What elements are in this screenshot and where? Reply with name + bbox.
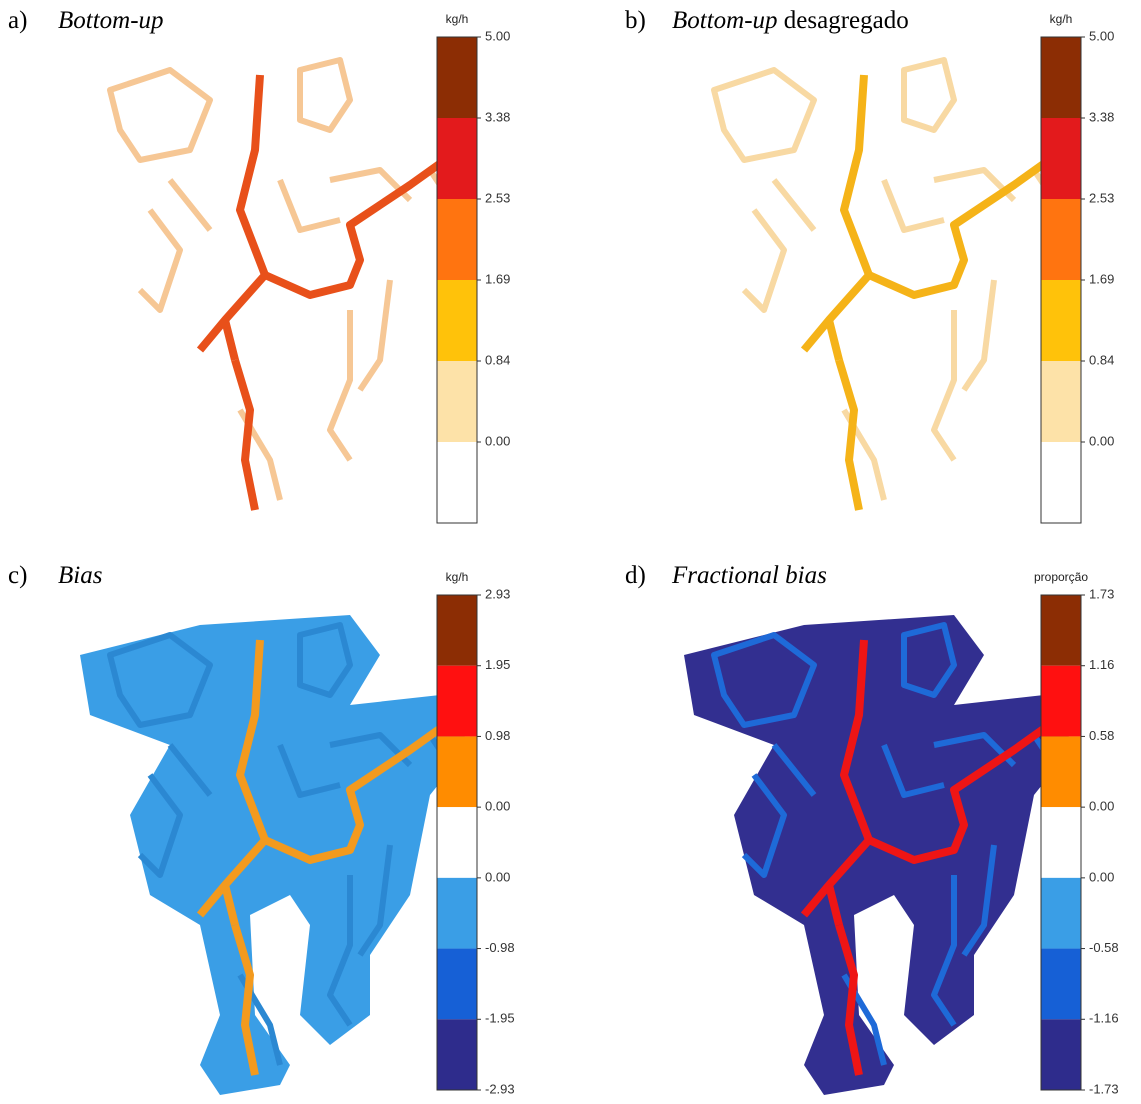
title-italic: Fractional bias <box>671 562 827 589</box>
colorbar-segment <box>437 948 477 1020</box>
panel-title: Bottom-up desagregado <box>672 7 909 34</box>
colorbar-segment <box>1041 361 1081 442</box>
colorbar-label: -1.73 <box>1089 1081 1119 1096</box>
colorbar-segment <box>437 37 477 118</box>
map-d <box>684 615 1074 1095</box>
colorbar-segment <box>437 199 477 280</box>
colorbar-frame <box>1040 594 1082 1091</box>
colorbar-segment <box>1041 199 1081 280</box>
colorbar-label: 1.69 <box>1089 271 1114 286</box>
colorbar-label: -0.58 <box>1089 940 1119 955</box>
colorbar-label: 2.53 <box>1089 190 1114 205</box>
colorbar-label: 0.84 <box>1089 352 1114 367</box>
colorbar-label: 0.00 <box>485 799 510 814</box>
map-b <box>684 50 1074 530</box>
colorbar-label: 0.00 <box>1089 869 1114 884</box>
colorbar-segment <box>1041 736 1081 808</box>
colorbar-label: -0.98 <box>485 940 515 955</box>
colorbar-label: 0.58 <box>1089 728 1114 743</box>
colorbar-segment <box>1041 807 1081 878</box>
colorbar-segment <box>1041 665 1081 737</box>
colorbar-segment <box>437 807 477 878</box>
colorbar-unit: kg/h <box>1050 12 1073 26</box>
colorbar-segment <box>1041 877 1081 949</box>
colorbar-label: 3.38 <box>485 109 510 124</box>
colorbar-label: -1.16 <box>1089 1011 1119 1026</box>
colorbar-segment <box>437 595 477 666</box>
colorbar-label: 5.00 <box>1089 28 1114 43</box>
colorbar-label: -2.93 <box>485 1081 515 1096</box>
panel-title: Bias <box>58 562 102 589</box>
colorbar-label: 0.00 <box>485 869 510 884</box>
panel-title: Bottom-up <box>58 7 164 34</box>
colorbar-segment <box>1041 595 1081 666</box>
colorbar-label: 2.93 <box>485 586 510 601</box>
colorbar-label: 0.00 <box>485 433 510 448</box>
panel: b) Bottom-up desagregado kg/h 5.00 3.38 2.53 1… <box>625 7 1114 524</box>
colorbar-segment <box>437 877 477 949</box>
colorbar-label: 0.00 <box>1089 433 1114 448</box>
colorbar-segment <box>1041 1019 1081 1090</box>
colorbar-label: 5.00 <box>485 28 510 43</box>
colorbar-segment <box>437 280 477 361</box>
title-rest: desagregado <box>778 7 909 34</box>
colorbar-label: 0.84 <box>485 352 510 367</box>
colorbar-unit: kg/h <box>446 570 469 584</box>
map-c <box>80 615 470 1095</box>
colorbar-segment <box>437 118 477 199</box>
colorbar-segment <box>437 442 477 523</box>
colorbar-label: 2.53 <box>485 190 510 205</box>
panel-letter: b) <box>625 7 646 34</box>
colorbar-unit: proporção <box>1034 570 1088 584</box>
panel: a) Bottom-up kg/h 5.00 3.38 2.53 1.69 0.84 0.00 <box>8 7 510 524</box>
colorbar-label: -1.95 <box>485 1011 515 1026</box>
colorbar-segment <box>1041 280 1081 361</box>
colorbar-segment <box>437 361 477 442</box>
colorbar-label: 1.16 <box>1089 657 1114 672</box>
colorbar-segment <box>1041 442 1081 523</box>
title-italic: Bias <box>58 562 102 589</box>
colorbar-frame <box>436 594 478 1091</box>
map-a <box>80 50 470 530</box>
colorbar-segment <box>1041 948 1081 1020</box>
colorbar-segment <box>437 665 477 737</box>
panel: c) Bias kg/h 2.93 1.95 0.98 0.00 0.00 -0.98 -1.95… <box>8 562 515 1096</box>
colorbar-segment <box>1041 37 1081 118</box>
panel-letter: c) <box>8 562 27 589</box>
colorbar-segment <box>437 1019 477 1090</box>
title-italic: Bottom-up <box>672 7 778 34</box>
colorbar-unit: kg/h <box>446 12 469 26</box>
colorbar-label: 0.00 <box>1089 799 1114 814</box>
colorbar-label: 1.95 <box>485 657 510 672</box>
colorbar-label: 0.98 <box>485 728 510 743</box>
panel-letter: d) <box>625 562 646 589</box>
colorbar-segment <box>437 736 477 808</box>
title-italic: Bottom-up <box>58 7 164 34</box>
colorbar-segment <box>1041 118 1081 199</box>
colorbar-label: 3.38 <box>1089 109 1114 124</box>
colorbar-label: 1.69 <box>485 271 510 286</box>
panel-letter: a) <box>8 7 27 34</box>
panel-title: Fractional bias <box>671 562 827 589</box>
colorbar-label: 1.73 <box>1089 586 1114 601</box>
